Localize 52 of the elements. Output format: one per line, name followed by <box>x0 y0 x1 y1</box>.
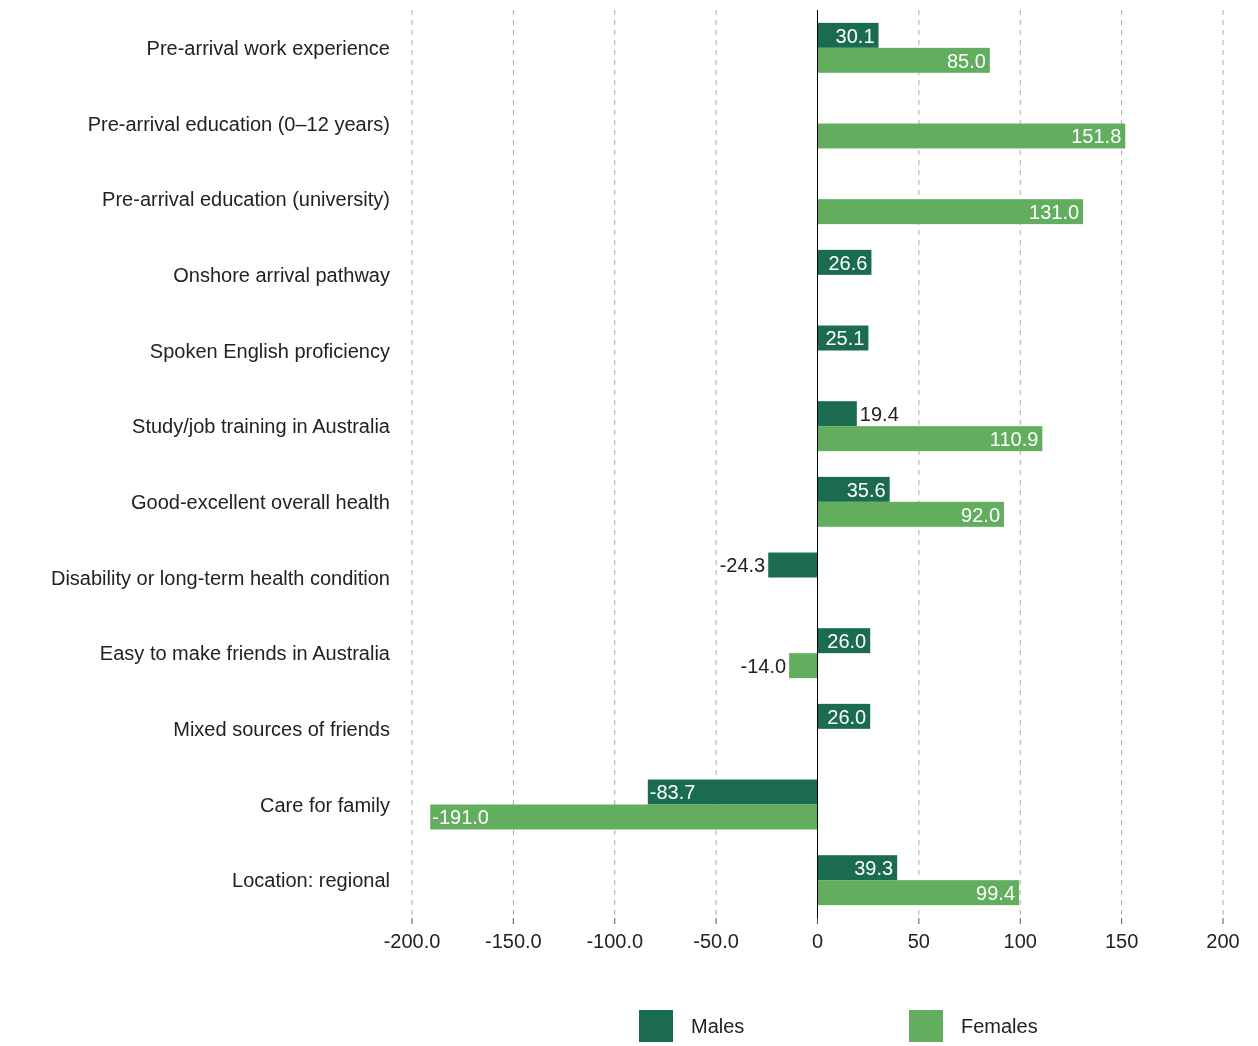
legend-label: Males <box>691 1015 745 1038</box>
bar <box>817 199 1084 225</box>
data-label: -191.0 <box>432 806 489 829</box>
x-tick-label: -200.0 <box>383 930 441 952</box>
y-tick-label: Onshore arrival pathway <box>173 264 390 287</box>
bar <box>817 401 857 427</box>
y-tick-label: Spoken English proficiency <box>149 339 390 362</box>
bar <box>789 653 818 679</box>
y-tick-label: Pre-arrival education (university) <box>102 188 390 211</box>
y-tick-label: Care for family <box>259 793 390 816</box>
bar <box>647 779 818 805</box>
x-tick-label: -150.0 <box>485 930 542 952</box>
data-label: 30.1 <box>835 24 875 47</box>
x-tick-label: 50 <box>907 930 930 952</box>
x-tick-label: 0 <box>811 930 824 952</box>
data-label: 26.0 <box>827 705 867 728</box>
y-tick-label: Good-excellent overall health <box>130 491 390 514</box>
data-label: 110.9 <box>989 427 1039 450</box>
data-label: -24.3 <box>719 554 766 577</box>
data-label: 19.4 <box>859 402 899 425</box>
y-tick-label: Study/job training in Australia <box>132 415 391 438</box>
data-label: -83.7 <box>649 781 696 804</box>
x-tick-label: 200 <box>1206 930 1240 952</box>
y-tick-label: Disability or long-term health condition <box>50 566 390 589</box>
bar <box>430 804 818 830</box>
y-tick-label: Mixed sources of friends <box>173 718 390 741</box>
data-label: 151.8 <box>1071 125 1122 148</box>
data-label: 85.0 <box>946 49 986 72</box>
data-label: 92.0 <box>961 503 1001 526</box>
data-label: 99.4 <box>976 881 1016 904</box>
bar <box>817 47 990 73</box>
y-tick-label: Easy to make friends in Australia <box>99 642 391 665</box>
bar <box>817 501 1005 527</box>
x-tick-label: 100 <box>1003 930 1037 952</box>
data-label: 35.6 <box>846 478 886 501</box>
data-label: 39.3 <box>854 856 894 879</box>
data-label: 131.0 <box>1029 200 1080 223</box>
y-tick-label: Pre-arrival education (0–12 years) <box>87 112 390 135</box>
bar <box>768 552 818 578</box>
x-tick-label: -50.0 <box>693 930 739 952</box>
bar <box>817 426 1043 452</box>
legend-label: Females <box>961 1015 1038 1038</box>
data-label: 26.6 <box>828 251 868 274</box>
x-tick-label: -100.0 <box>586 930 644 952</box>
bar <box>817 880 1020 906</box>
y-tick-label: Location: regional <box>232 869 390 892</box>
x-tick-label: 150 <box>1104 930 1139 952</box>
data-label: -14.0 <box>740 654 787 677</box>
y-tick-label: Pre-arrival work experience <box>146 37 390 60</box>
bar <box>817 123 1126 149</box>
data-label: 26.0 <box>827 629 867 652</box>
data-label: 25.1 <box>825 327 865 350</box>
